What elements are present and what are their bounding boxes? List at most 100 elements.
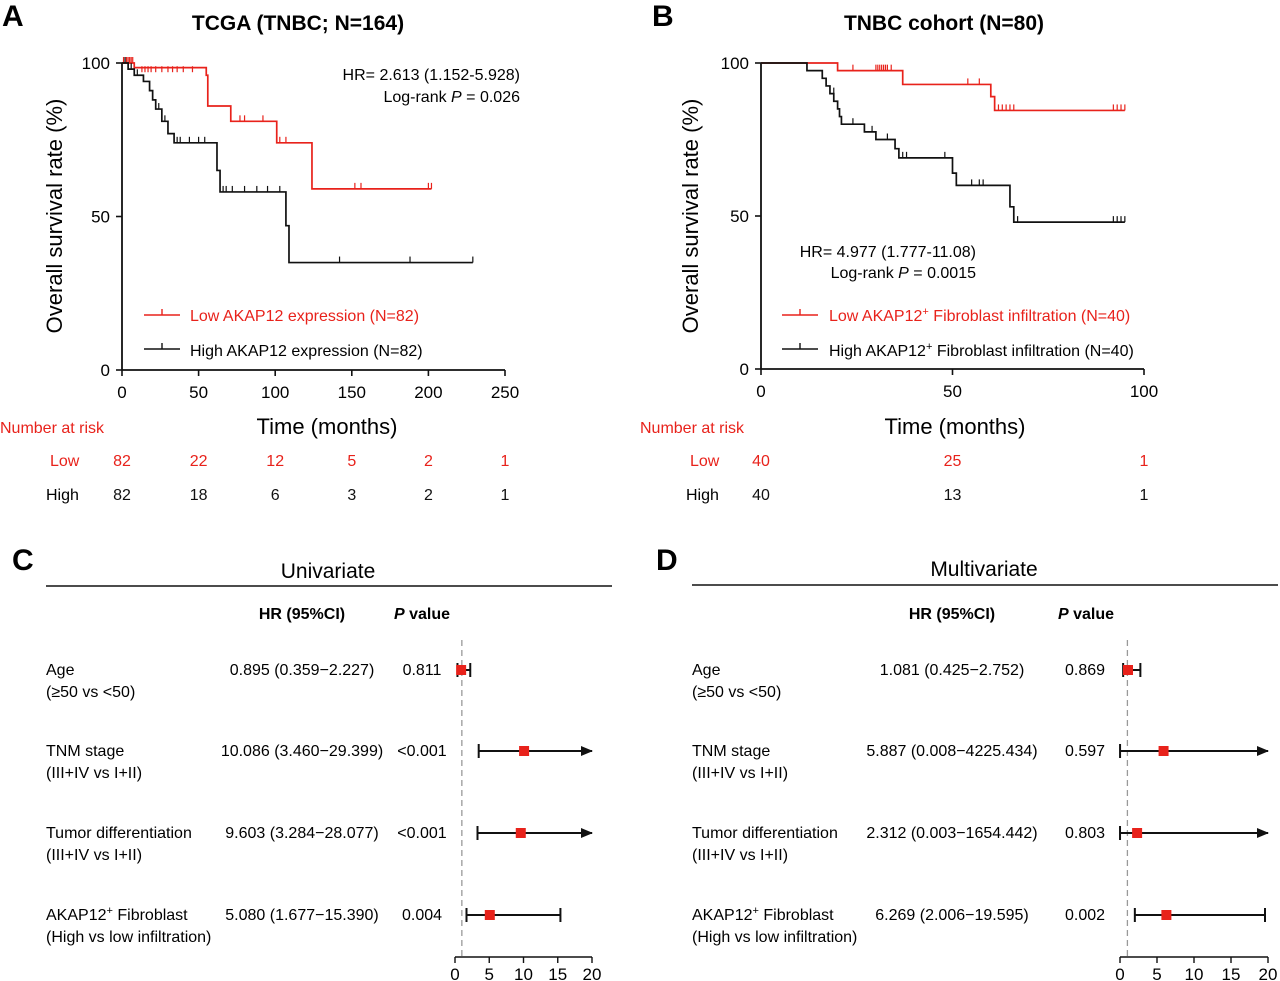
- panel-b-hr-text: HR= 4.977 (1.777-11.08): [800, 244, 976, 261]
- panel-c-row-label: Tumor differentiation: [46, 825, 192, 842]
- panel-c-row-label: Age: [46, 662, 75, 679]
- panel-d-row-p-value: 0.597: [1065, 743, 1105, 760]
- panel-c-row-hr-ci: 5.080 (1.677−15.390): [225, 907, 378, 924]
- panel-a-legend: Low AKAP12 expression (N=82) High AKAP12…: [144, 308, 423, 360]
- panel-d-row-hr-ci: 1.081 (0.425−2.752): [880, 662, 1025, 679]
- panel-b-risk-value: 13: [944, 487, 962, 504]
- panel-c-row-hr-ci: 10.086 (3.460−29.399): [221, 743, 383, 760]
- panel-a-x-tick-label: 150: [338, 383, 366, 402]
- panel-b-x-axis-title: Time (months): [885, 414, 1026, 439]
- panel-b-y-tick-label: 0: [740, 360, 749, 379]
- panel-d-row-label: AKAP12+ Fibroblast: [692, 905, 834, 924]
- panel-d-hr-header: HR (95%CI): [909, 606, 995, 623]
- panel-a-logrank-text: Log-rank P = 0.026: [383, 89, 520, 106]
- panel-d-x-tick-label: 5: [1152, 965, 1161, 981]
- panel-d-row-sublabel: (≥50 vs <50): [692, 684, 781, 701]
- panel-b-risk-high-label: High: [686, 487, 719, 504]
- panel-b-risk-low-label: Low: [690, 453, 720, 470]
- panel-c-row-sublabel: (≥50 vs <50): [46, 684, 135, 701]
- panel-d-row-label: TNM stage: [692, 743, 770, 760]
- panel-c-x-tick-label: 5: [485, 965, 494, 981]
- panel-c-row-label: TNM stage: [46, 743, 124, 760]
- panel-d-row-p-value: 0.869: [1065, 662, 1105, 679]
- panel-d-row-label: Age: [692, 662, 721, 679]
- panel-c-row-sublabel: (III+IV vs I+II): [46, 765, 142, 782]
- panel-letter-c: C: [12, 544, 34, 577]
- panel-b-risk-value: 1: [1140, 487, 1149, 504]
- panel-c-x-tick-label: 20: [583, 965, 602, 981]
- panel-d-row-hr-ci: 6.269 (2.006−19.595): [875, 907, 1028, 924]
- panel-d-title: Multivariate: [930, 558, 1037, 581]
- panel-b-risk-value: 1: [1140, 453, 1149, 470]
- panel-a-x-tick-label: 200: [414, 383, 442, 402]
- panel-d-row-sublabel: (III+IV vs I+II): [692, 765, 788, 782]
- panel-c-x-tick-label: 10: [514, 965, 533, 981]
- panel-letter-d: D: [656, 544, 678, 577]
- panel-c-row-p-value: <0.001: [397, 743, 446, 760]
- panel-c-row-sublabel: (III+IV vs I+II): [46, 847, 142, 864]
- panel-a-risk-value: 6: [271, 487, 280, 504]
- legend-low-label: Low AKAP12+ Fibroblast infiltration (N=4…: [829, 306, 1130, 325]
- panel-c-hr-marker: [519, 746, 530, 756]
- panel-d-hr-marker: [1132, 828, 1143, 838]
- panel-c-hr-marker: [456, 665, 467, 675]
- panel-b-series-low-curve: [761, 62, 1125, 112]
- panel-d-x-tick-label: 15: [1222, 965, 1241, 981]
- panel-a-risk-value: 2: [424, 487, 433, 504]
- km-panel-a: Overall survival rate (%) Time (months) …: [0, 54, 520, 504]
- panel-d-x-tick-label: 10: [1185, 965, 1204, 981]
- panel-d-row-label: Tumor differentiation: [692, 825, 838, 842]
- panel-a-risk-value: 12: [266, 453, 284, 470]
- panel-a-x-tick-label: 100: [261, 383, 289, 402]
- panel-b-x-tick-label: 100: [1130, 382, 1158, 401]
- panel-b-title: TNBC cohort (N=80): [844, 12, 1044, 35]
- panel-a-risk-high-label: High: [46, 487, 79, 504]
- panel-b-y-axis-title: Overall survival rate (%): [678, 99, 703, 334]
- panel-d-row-hr-ci: 5.887 (0.008−4225.434): [866, 743, 1037, 760]
- panel-a-series-low-curve: [122, 62, 432, 190]
- panel-a-risk-value: 3: [347, 487, 356, 504]
- panel-d-x-tick-label: 0: [1115, 965, 1124, 981]
- panel-a-risk-value: 18: [190, 487, 208, 504]
- panel-a-risk-value: 1: [501, 453, 510, 470]
- panel-c-title: Univariate: [281, 560, 376, 583]
- panel-d-row-p-value: 0.002: [1065, 907, 1105, 924]
- panel-c-row-hr-ci: 0.895 (0.359−2.227): [230, 662, 375, 679]
- panel-b-y-tick-label: 100: [721, 54, 749, 73]
- panel-b-risk-value: 40: [752, 487, 770, 504]
- panel-b-risk-header: Number at risk: [640, 420, 745, 437]
- panel-a-y-axis-title: Overall survival rate (%): [42, 99, 67, 334]
- panel-a-x-axis-title: Time (months): [257, 414, 398, 439]
- panel-d-hr-marker: [1158, 746, 1169, 756]
- panel-d-row-hr-ci: 2.312 (0.003−1654.442): [866, 825, 1037, 842]
- panel-d-row-sublabel: (III+IV vs I+II): [692, 847, 788, 864]
- panel-a-y-tick-label: 100: [82, 54, 110, 73]
- panel-a-y-tick-label: 50: [91, 208, 110, 227]
- panel-c-x-tick-label: 0: [450, 965, 459, 981]
- panel-b-legend: Low AKAP12+ Fibroblast infiltration (N=4…: [782, 306, 1134, 360]
- panel-b-y-tick-label: 50: [730, 207, 749, 226]
- panel-c-hr-marker: [515, 828, 526, 838]
- panel-d-hr-marker: [1122, 665, 1133, 675]
- panel-c-x-tick-label: 15: [548, 965, 567, 981]
- panel-a-x-tick-label: 50: [189, 383, 208, 402]
- panel-a-y-tick-label: 0: [101, 361, 110, 380]
- panel-a-risk-value: 1: [501, 487, 510, 504]
- panel-a-risk-value: 5: [347, 453, 356, 470]
- panel-a-x-tick-label: 0: [117, 383, 126, 402]
- panel-a-hr-text: HR= 2.613 (1.152-5.928): [343, 67, 520, 84]
- legend-high-label: High AKAP12 expression (N=82): [190, 343, 423, 360]
- panel-c-row-hr-ci: 9.603 (3.284−28.077): [225, 825, 378, 842]
- forest-panel-d: Multivariate HR (95%CI) P value 0 5 10 15 20…: [692, 558, 1278, 981]
- km-panel-b: Overall survival rate (%) Time (months) …: [640, 54, 1158, 504]
- panel-c-row-p-value: 0.004: [402, 907, 442, 924]
- panel-letter-b: B: [652, 0, 674, 33]
- panel-d-p-header: P value: [1058, 606, 1114, 623]
- legend-high-label: High AKAP12+ Fibroblast infiltration (N=…: [829, 341, 1134, 360]
- panel-c-row-sublabel: (High vs low infiltration): [46, 929, 211, 946]
- panel-c-row-p-value: 0.811: [403, 662, 442, 679]
- panel-a-x-tick-label: 250: [491, 383, 519, 402]
- panel-c-hr-header: HR (95%CI): [259, 606, 345, 623]
- panel-b-series-high-curve: [761, 62, 1125, 223]
- panel-a-risk-low-label: Low: [50, 453, 80, 470]
